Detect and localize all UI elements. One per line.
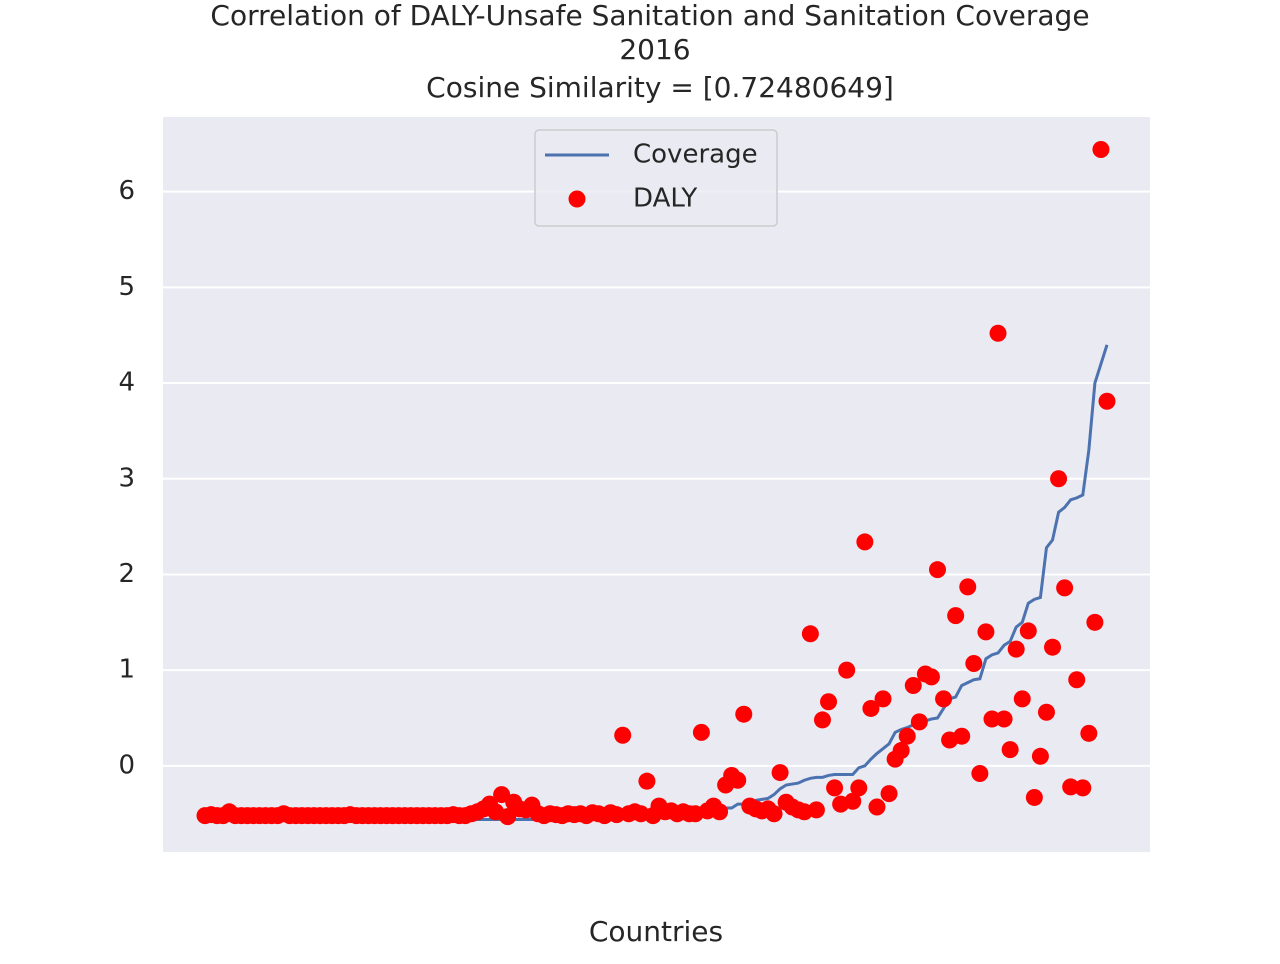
y-tick-label: 5 <box>118 272 135 302</box>
daly-point <box>959 578 977 596</box>
daly-point <box>868 798 886 816</box>
daly-point <box>947 607 965 625</box>
daly-point <box>493 786 511 804</box>
daly-point <box>608 806 626 824</box>
plot-area <box>163 117 1150 852</box>
daly-point <box>1080 724 1098 742</box>
daly-point <box>807 801 825 819</box>
daly-point <box>971 765 989 783</box>
daly-point <box>1074 779 1092 797</box>
x-axis-label: Countries <box>589 915 723 948</box>
legend-label: DALY <box>633 184 697 214</box>
y-tick-label: 0 <box>118 750 135 780</box>
daly-point <box>1013 690 1031 708</box>
daly-point <box>844 792 862 810</box>
daly-point <box>856 533 874 551</box>
daly-point <box>965 654 983 672</box>
daly-point <box>1086 613 1104 631</box>
daly-point <box>995 710 1013 728</box>
legend-label: Coverage <box>633 140 758 170</box>
daly-point <box>922 668 940 686</box>
daly-point <box>1001 741 1019 759</box>
daly-point <box>953 727 971 745</box>
daly-point <box>1037 703 1055 721</box>
y-tick-label: 3 <box>118 463 135 493</box>
daly-point <box>1044 638 1062 656</box>
daly-point <box>983 710 1001 728</box>
daly-point <box>614 726 632 744</box>
daly-point <box>820 693 838 711</box>
chart-title: Correlation of DALY-Unsafe Sanitation an… <box>210 0 1089 32</box>
daly-point <box>1056 579 1074 597</box>
daly-point <box>904 676 922 694</box>
daly-point <box>801 625 819 643</box>
y-tick-label: 6 <box>118 176 135 206</box>
daly-point <box>935 690 953 708</box>
daly-point <box>711 803 729 821</box>
legend: Coverage DALY <box>534 129 778 227</box>
chart-title: Cosine Similarity = [0.72480649] <box>426 71 894 104</box>
daly-point <box>850 779 868 797</box>
daly-point <box>1098 392 1116 410</box>
daly-point <box>892 742 910 760</box>
daly-point <box>989 324 1007 342</box>
daly-point <box>910 713 928 731</box>
daly-point <box>765 805 783 823</box>
daly-point <box>1062 778 1080 796</box>
legend-marker <box>568 190 586 208</box>
daly-point <box>729 771 747 789</box>
daly-point <box>771 764 789 782</box>
daly-point <box>898 727 916 745</box>
y-tick-label: 2 <box>118 559 135 589</box>
daly-point <box>862 699 880 717</box>
daly-point <box>1007 640 1025 658</box>
daly-point <box>1068 671 1086 689</box>
daly-point <box>1031 747 1049 765</box>
chart-title: 2016 <box>619 33 690 66</box>
daly-point <box>813 711 831 729</box>
y-tick-label: 1 <box>118 655 135 685</box>
y-tick-label: 4 <box>118 368 135 398</box>
daly-point <box>977 623 995 641</box>
daly-point <box>928 561 946 579</box>
daly-point <box>735 705 753 723</box>
daly-point <box>880 785 898 803</box>
daly-point <box>692 723 710 741</box>
daly-point <box>1025 788 1043 806</box>
daly-point <box>1050 470 1068 488</box>
daly-point <box>1019 622 1037 640</box>
daly-point <box>638 772 656 790</box>
daly-point <box>874 690 892 708</box>
daly-point <box>1092 141 1110 159</box>
daly-point <box>838 661 856 679</box>
daly-point <box>826 779 844 797</box>
daly-point <box>499 808 517 826</box>
